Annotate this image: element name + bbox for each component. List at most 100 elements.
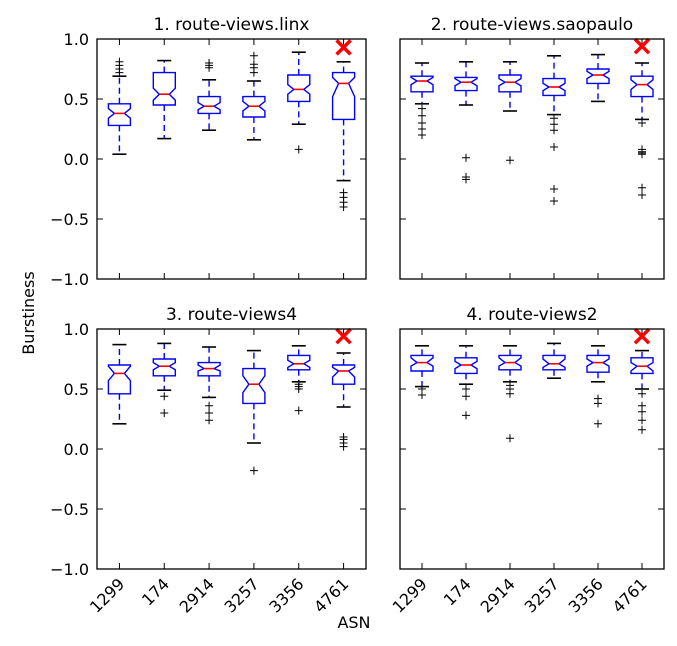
notched-box — [630, 75, 654, 98]
notched-box — [287, 74, 311, 103]
y-tick-label: 0.5 — [64, 90, 89, 109]
outlier-marker — [506, 381, 514, 390]
outlier-marker — [506, 156, 514, 165]
outlier-marker — [462, 411, 470, 420]
y-tick-label: 0.0 — [64, 440, 89, 459]
outlier-marker — [339, 203, 348, 211]
panel-title: 3. route-views4 — [166, 305, 297, 325]
x-tick-label: 2914 — [477, 574, 519, 616]
outlier-marker — [638, 389, 646, 398]
outlier-marker — [249, 60, 258, 69]
panel-title: 4. route-views2 — [466, 305, 597, 325]
x-axis-label: ASN — [337, 613, 370, 632]
box-3257 — [542, 54, 566, 205]
notched-box — [454, 357, 478, 375]
x-tick-label: 174 — [440, 574, 475, 609]
outlier-marker — [638, 119, 646, 127]
box-2914 — [197, 59, 221, 131]
box-174 — [152, 59, 177, 140]
outlier-marker — [160, 392, 169, 401]
box-3356 — [287, 51, 311, 154]
outlier-marker — [249, 466, 258, 475]
y-tick-label: −0.5 — [50, 210, 89, 229]
box-2914 — [197, 346, 221, 425]
outlier-marker — [249, 51, 258, 60]
x-tick-label: 4761 — [310, 574, 352, 616]
y-tick-label: 0.0 — [64, 150, 89, 169]
panel-title: 2. route-views.saopaulo — [431, 15, 633, 35]
box-1299 — [410, 344, 434, 399]
outlier-marker — [638, 150, 646, 159]
x-tick-label: 1299 — [86, 574, 128, 616]
panels-group: 1. route-views.linx 1.0 0.5 0.0 −0.5 −1.0 2. r… — [50, 15, 665, 617]
panel-1: 1. route-views.linx 1.0 0.5 0.0 −0.5 −1.0 — [50, 15, 367, 289]
box-3257 — [242, 51, 266, 141]
notched-box — [107, 103, 132, 127]
outlier-marker — [418, 385, 426, 393]
box-3356 — [586, 53, 610, 103]
outlier-marker — [205, 401, 214, 410]
panel-frame — [96, 38, 367, 280]
outlier-marker — [462, 385, 470, 393]
notched-box — [542, 77, 566, 97]
y-tick-label: 0.5 — [64, 380, 89, 399]
box-3356 — [586, 344, 610, 428]
y-axis-label: Burstiness — [19, 271, 38, 354]
x-tick-label: 3257 — [221, 574, 263, 616]
outlier-marker — [339, 433, 348, 441]
y-tick-label: −1.0 — [50, 270, 89, 289]
box-4761 — [331, 39, 356, 211]
x-tick-label: 1299 — [389, 574, 431, 616]
outlier-marker — [594, 419, 602, 428]
box-174 — [454, 60, 478, 184]
notched-box — [287, 354, 311, 371]
box-174 — [152, 342, 177, 417]
x-tick-label: 3257 — [521, 574, 563, 616]
panel-title: 1. route-views.linx — [154, 15, 310, 35]
notched-box — [242, 95, 266, 118]
box-3356 — [287, 344, 311, 415]
outlier-marker — [418, 119, 426, 127]
highlight-x-marker — [633, 327, 651, 345]
box-2914 — [498, 344, 522, 443]
notched-box — [410, 75, 434, 93]
panel-frame — [96, 328, 367, 570]
notched-box — [197, 95, 221, 115]
outlier-marker — [550, 126, 558, 135]
notched-box — [152, 358, 177, 377]
box-1299 — [107, 57, 132, 155]
outlier-marker — [462, 153, 470, 162]
outlier-marker — [294, 380, 303, 389]
y-tick-label: −0.5 — [50, 500, 89, 519]
highlight-x-marker — [335, 327, 352, 345]
outlier-marker — [462, 392, 470, 401]
box-4761 — [630, 327, 654, 434]
notched-box — [197, 361, 221, 377]
box-4761 — [331, 327, 356, 451]
y-tick-label: −1.0 — [50, 560, 89, 579]
y-tick-label: 1.0 — [64, 30, 89, 49]
notched-box — [630, 357, 654, 375]
highlight-x-marker — [335, 39, 352, 56]
notched-box — [410, 354, 434, 372]
notched-box — [242, 367, 266, 405]
outlier-marker — [638, 183, 646, 192]
outlier-marker — [205, 59, 214, 67]
x-tick-label: 2914 — [176, 574, 218, 616]
panel-2: 2. route-views.saopaulo — [399, 15, 665, 280]
outlier-marker — [638, 401, 646, 410]
notched-box — [331, 71, 356, 121]
outlier-marker — [550, 143, 558, 151]
outlier-marker — [638, 425, 646, 434]
box-1299 — [107, 343, 132, 425]
x-tick-label: 3356 — [265, 574, 307, 616]
box-2914 — [498, 60, 522, 165]
box-3257 — [542, 342, 566, 380]
outlier-marker — [638, 416, 646, 425]
notched-box — [586, 354, 610, 373]
x-tick-label: 174 — [138, 574, 173, 609]
outlier-marker — [205, 409, 214, 417]
outlier-marker — [594, 394, 602, 403]
outlier-marker — [160, 409, 169, 417]
